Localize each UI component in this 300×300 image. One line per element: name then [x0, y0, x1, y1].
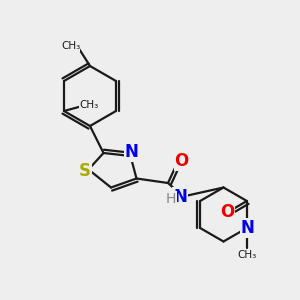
- Text: O: O: [174, 152, 189, 170]
- Text: N: N: [173, 188, 187, 206]
- Text: N: N: [124, 143, 138, 161]
- Text: CH₃: CH₃: [237, 250, 256, 260]
- Text: O: O: [220, 203, 234, 221]
- Text: CH₃: CH₃: [79, 100, 98, 110]
- Text: S: S: [79, 162, 91, 180]
- Text: H: H: [166, 192, 176, 206]
- Text: CH₃: CH₃: [61, 41, 80, 52]
- Text: N: N: [241, 219, 254, 237]
